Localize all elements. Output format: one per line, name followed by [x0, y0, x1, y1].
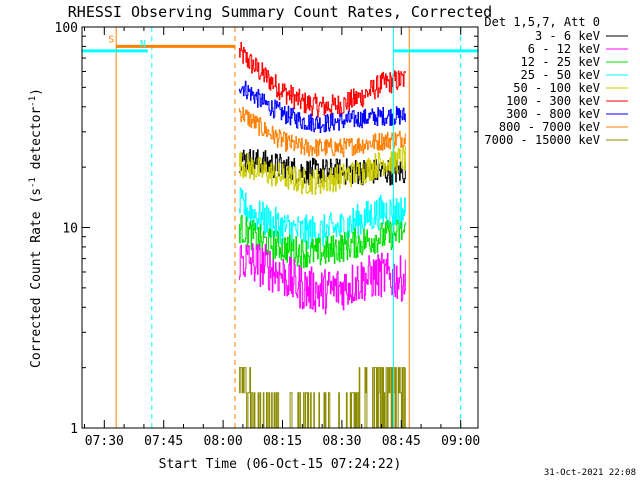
y-tick-label: 1 [70, 422, 78, 437]
y-axis-label-sup1: -1 [28, 177, 38, 188]
legend-label: 7000 - 15000 keV [484, 133, 600, 147]
y-axis-label-mid: detector [29, 107, 44, 178]
legend-label: 50 - 100 keV [513, 81, 600, 95]
y-tick-label: 10 [62, 222, 78, 237]
legend-header: Det 1,5,7, Att 0 [484, 15, 600, 29]
y-axis-label: Corrected Count Rate (s-1 detector-1) [28, 88, 44, 368]
legend-label: 300 - 800 keV [506, 107, 600, 121]
plot-timestamp: 31-Oct-2021 22:08 [544, 468, 636, 478]
series-line-4 [238, 145, 406, 195]
x-axis-label: Start Time (06-Oct-15 07:24:22) [159, 457, 402, 472]
series-line-5 [238, 187, 406, 250]
flag-label-S: S [108, 34, 114, 45]
legend-label: 800 - 7000 keV [499, 120, 600, 134]
series-line-7 [238, 243, 406, 315]
legend-label: 3 - 6 keV [535, 29, 600, 43]
legend-label: 12 - 25 keV [521, 55, 600, 69]
x-tick-label: 07:30 [85, 434, 124, 449]
y-tick-label: 100 [55, 21, 78, 36]
y-axis-label-main: Corrected Count Rate (s [29, 188, 44, 368]
x-tick-label: 09:00 [441, 434, 480, 449]
x-tick-label: 08:45 [382, 434, 421, 449]
x-tick-label: 08:30 [322, 434, 361, 449]
legend-label: 6 - 12 keV [528, 42, 600, 56]
series-line-0 [238, 42, 406, 118]
flag-label-N: N [140, 39, 146, 50]
x-tick-label: 08:00 [204, 434, 243, 449]
legend-label: 100 - 300 keV [506, 94, 600, 108]
series-line-1 [238, 80, 406, 133]
y-axis-label-end: ) [29, 88, 44, 96]
chart-title: RHESSI Observing Summary Count Rates, Co… [68, 3, 492, 21]
y-axis-label-sup2: -1 [28, 96, 38, 107]
x-tick-label: 08:15 [263, 434, 302, 449]
x-tick-label: 07:45 [144, 434, 183, 449]
series-line-2 [238, 107, 406, 158]
legend-label: 25 - 50 keV [521, 68, 600, 82]
